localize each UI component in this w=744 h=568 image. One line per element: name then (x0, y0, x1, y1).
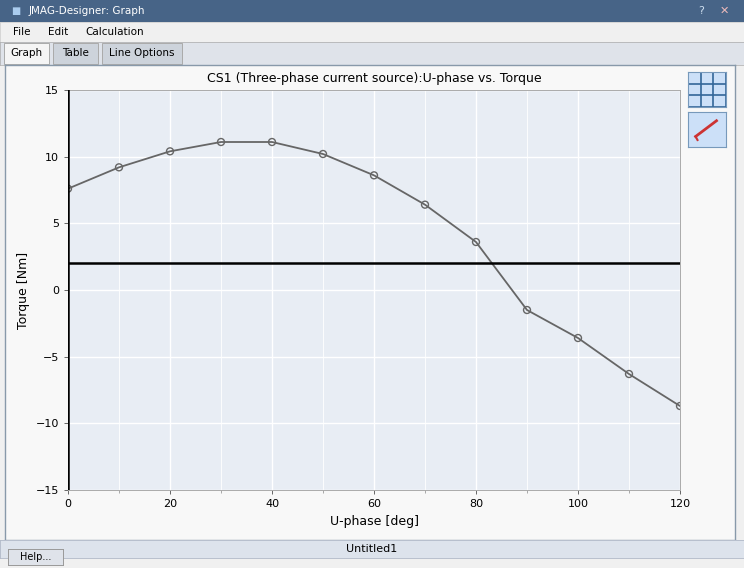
Text: File: File (13, 27, 31, 37)
Point (521, 306, 533, 315)
Point (419, 200, 431, 209)
Text: Line Options: Line Options (109, 48, 175, 58)
Point (113, 163, 125, 172)
Text: Calculation: Calculation (86, 27, 144, 37)
Text: Table: Table (62, 48, 89, 58)
Point (368, 171, 380, 180)
Point (266, 137, 278, 147)
Point (674, 402, 686, 411)
Point (572, 333, 584, 343)
Point (62, 184, 74, 193)
Point (317, 149, 329, 158)
Text: JMAG-Designer: Graph: JMAG-Designer: Graph (28, 6, 145, 16)
X-axis label: U-phase [deg]: U-phase [deg] (330, 515, 418, 528)
Point (470, 237, 482, 247)
Point (215, 137, 227, 147)
Y-axis label: Torque [Nm]: Torque [Nm] (17, 252, 30, 328)
Bar (4, 43, 49, 64)
Title: CS1 (Three-phase current source):U-phase vs. Torque: CS1 (Three-phase current source):U-phase… (207, 72, 542, 85)
Text: Help...: Help... (20, 552, 51, 562)
Text: ✕: ✕ (720, 6, 729, 16)
Bar (53, 43, 98, 64)
Text: Untitled1: Untitled1 (347, 544, 397, 554)
Point (164, 147, 176, 156)
Point (623, 369, 635, 378)
Text: Edit: Edit (48, 27, 68, 37)
Bar (102, 43, 182, 64)
Text: Graph: Graph (10, 48, 42, 58)
Text: ?: ? (698, 6, 704, 16)
Text: ■: ■ (11, 6, 20, 16)
